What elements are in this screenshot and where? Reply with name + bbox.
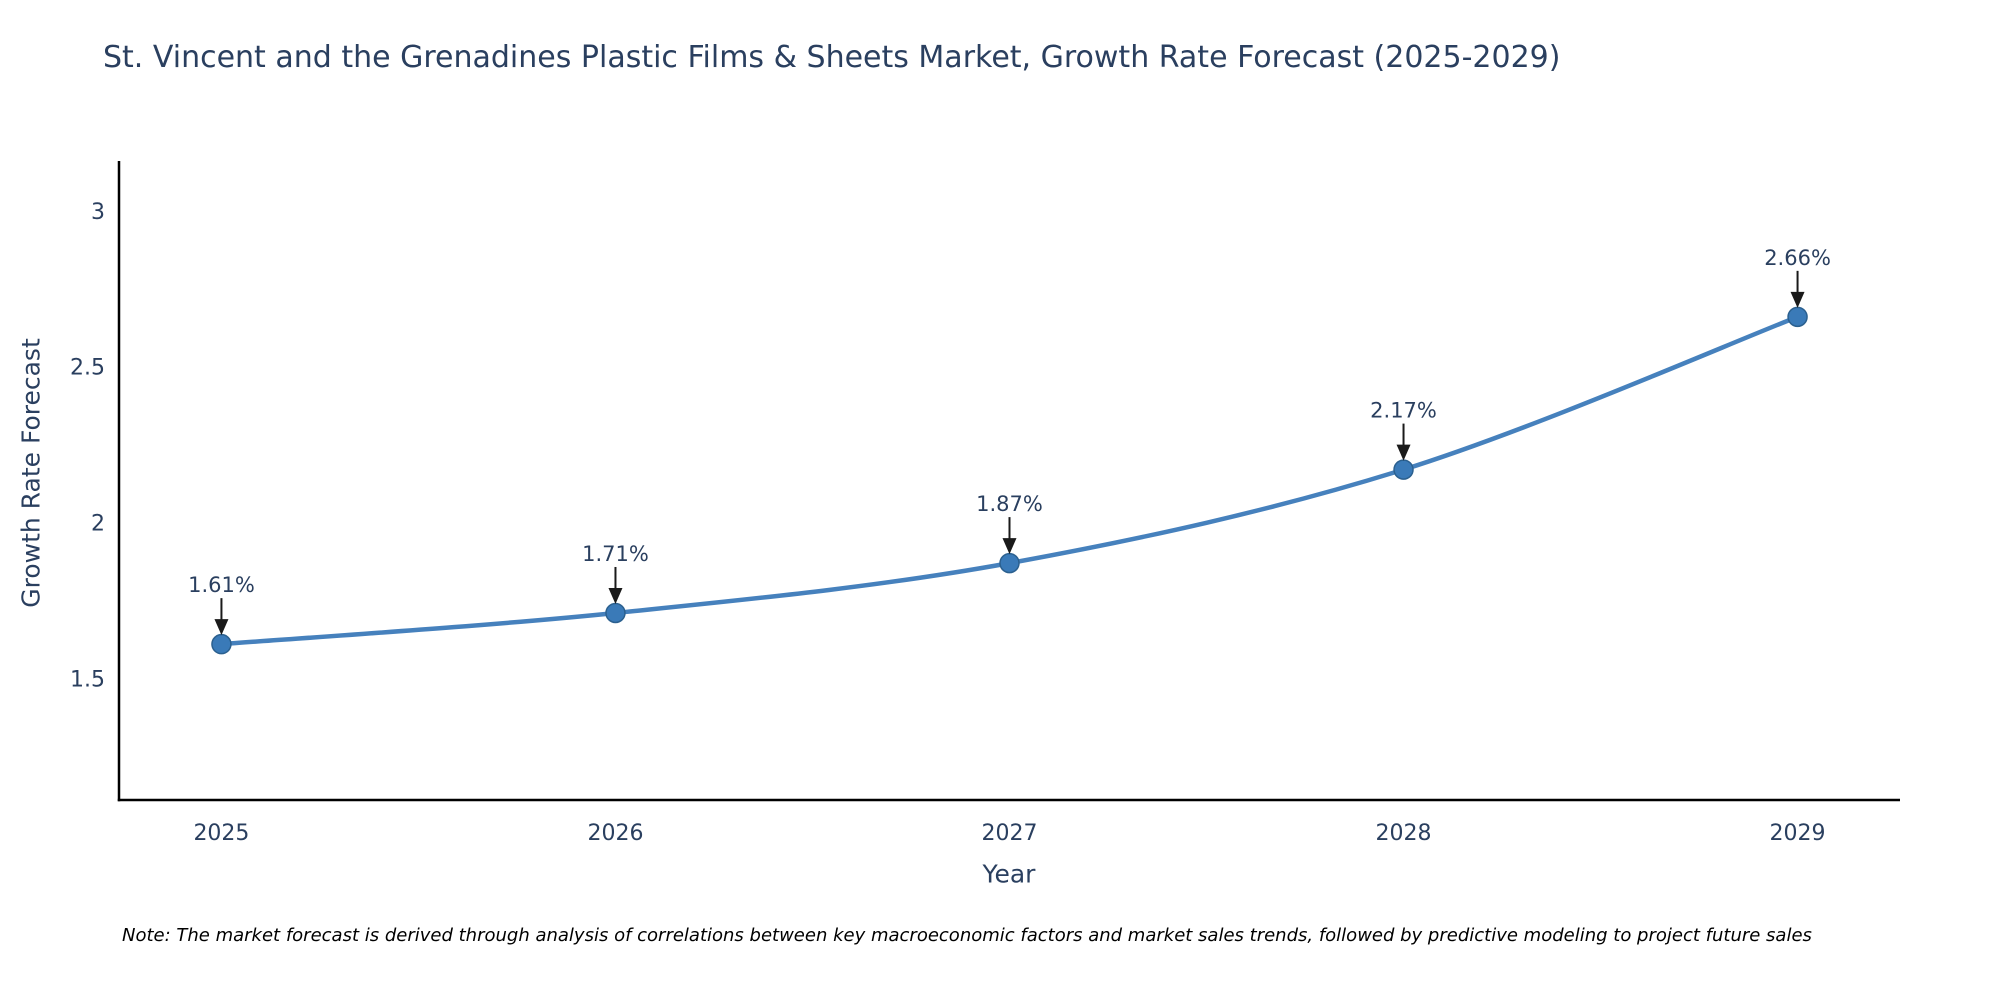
data-point-marker	[999, 552, 1020, 574]
x-tick-label: 2028	[1376, 821, 1432, 846]
x-tick-label: 2027	[982, 821, 1038, 846]
y-tick-label: 3	[91, 200, 105, 225]
y-tick-label: 1.5	[70, 667, 105, 692]
point-label: 1.61%	[188, 573, 255, 597]
point-annotations: 1.61% 1.71% 1.87% 2.17% 2.66%	[188, 246, 1831, 636]
data-point-marker	[211, 633, 232, 655]
line-series	[211, 306, 1808, 655]
x-tick-label: 2026	[587, 821, 643, 846]
chart-title: St. Vincent and the Grenadines Plastic F…	[103, 40, 1561, 75]
annotation-arrowhead	[1790, 291, 1805, 308]
data-point-marker	[605, 602, 626, 624]
series-line	[219, 314, 1800, 647]
axes: 1.5 2 2.5 3 2025 2026 2027 2028 2029	[70, 161, 1900, 846]
x-tick-label: 2025	[193, 821, 249, 846]
x-axis-title: Year	[982, 859, 1036, 889]
footnote: Note: The market forecast is derived thr…	[122, 925, 1812, 946]
annotation-arrowhead	[1396, 444, 1411, 461]
y-tick-label: 2.5	[70, 356, 105, 381]
point-label: 2.66%	[1764, 246, 1831, 270]
data-point-marker	[1393, 459, 1414, 480]
y-tick-label: 2	[91, 512, 105, 537]
point-label: 1.87%	[976, 492, 1043, 516]
point-label: 2.17%	[1370, 399, 1437, 423]
point-label: 1.71%	[582, 542, 649, 566]
annotation-arrowhead	[608, 587, 623, 604]
annotation-arrowhead	[214, 619, 229, 636]
data-point-marker	[1787, 306, 1808, 328]
annotation-arrowhead	[1002, 538, 1017, 555]
x-tick-label: 2029	[1770, 821, 1826, 846]
